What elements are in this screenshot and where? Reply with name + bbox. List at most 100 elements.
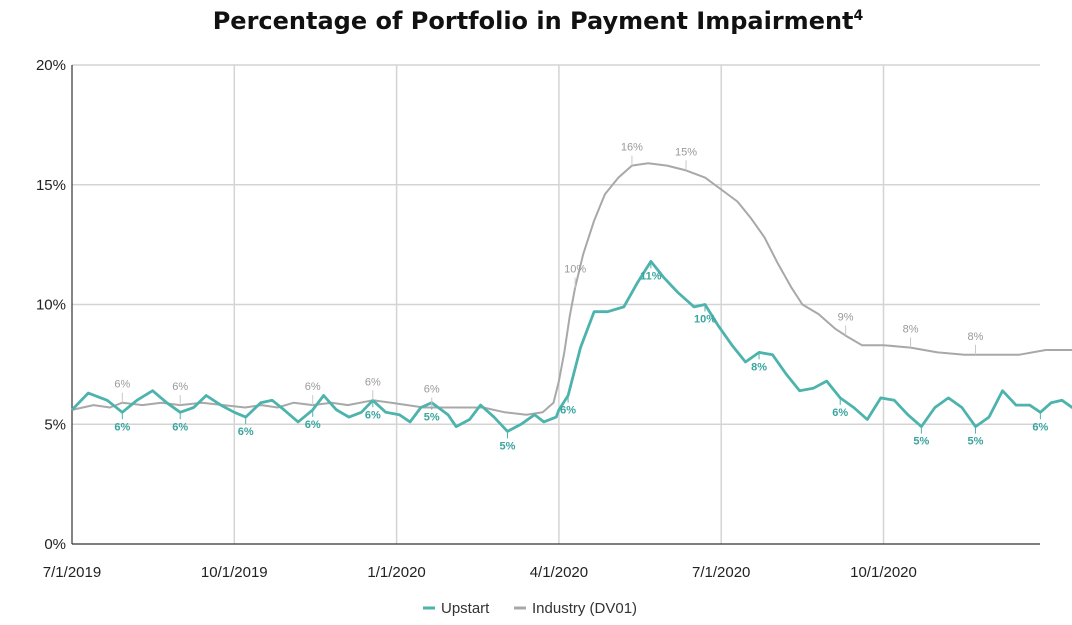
data-label-upstart: 6% <box>172 421 188 433</box>
data-point-upstart <box>298 421 299 422</box>
y-tick-label: 20% <box>36 57 66 74</box>
data-point-upstart <box>677 292 678 293</box>
data-point-upstart <box>166 402 167 403</box>
data-point-industry-dv01 <box>937 352 938 353</box>
data-point-upstart <box>234 412 235 413</box>
y-tick-label: 10% <box>36 297 66 314</box>
data-point-upstart <box>336 409 337 410</box>
data-label-upstart: 6% <box>114 421 130 433</box>
data-point-upstart <box>456 426 457 427</box>
data-label-upstart: 10% <box>694 314 716 326</box>
data-label-upstart: 6% <box>832 407 848 419</box>
data-point-upstart <box>637 282 638 283</box>
data-point-industry-dv01 <box>618 177 619 178</box>
data-point-industry-dv01 <box>564 352 565 353</box>
x-tick-label: 10/1/2020 <box>850 564 917 581</box>
data-label-industry-dv01: 6% <box>305 381 321 393</box>
data-label-industry-dv01: 6% <box>424 383 440 395</box>
data-point-upstart <box>272 400 273 401</box>
data-point-industry-dv01 <box>883 345 884 346</box>
data-point-upstart <box>480 404 481 405</box>
data-label-upstart: 8% <box>751 361 767 373</box>
data-point-industry-dv01 <box>542 412 543 413</box>
y-tick-label: 15% <box>36 177 66 194</box>
data-point-industry-dv01 <box>261 404 262 405</box>
data-point-upstart <box>593 311 594 312</box>
data-point-industry-dv01 <box>583 254 584 255</box>
data-point-upstart <box>813 388 814 389</box>
data-point-upstart <box>107 400 108 401</box>
axis-layer: 0% 5% 10% 15% 20% 7/1/2019 10/1/2019 1/1/2020 4/… <box>36 57 1040 581</box>
data-point-industry-dv01 <box>750 218 751 219</box>
data-point-upstart <box>961 407 962 408</box>
data-label-industry-dv01: 10% <box>564 264 586 276</box>
data-point-industry-dv01 <box>777 263 778 264</box>
data-point-upstart <box>1061 400 1062 401</box>
data-point-upstart <box>607 311 608 312</box>
data-point-upstart <box>718 325 719 326</box>
data-label-upstart: 5% <box>913 436 929 448</box>
data-point-upstart <box>283 409 284 410</box>
x-tick-label: 7/1/2020 <box>692 564 750 581</box>
x-tick-label: 10/1/2019 <box>201 564 268 581</box>
data-point-upstart <box>385 412 386 413</box>
data-point-upstart <box>420 407 421 408</box>
data-point-upstart <box>694 306 695 307</box>
x-tick-label: 7/1/2019 <box>43 564 101 581</box>
data-point-upstart <box>348 416 349 417</box>
data-point-industry-dv01 <box>504 412 505 413</box>
data-point-upstart <box>543 421 544 422</box>
data-label-industry-dv01: 8% <box>903 324 919 336</box>
data-point-industry-dv01 <box>161 402 162 403</box>
data-point-upstart <box>220 404 221 405</box>
data-point-upstart <box>410 421 411 422</box>
data-point-upstart <box>88 393 89 394</box>
data-point-industry-dv01 <box>526 414 527 415</box>
data-point-industry-dv01 <box>109 407 110 408</box>
data-point-industry-dv01 <box>667 165 668 166</box>
data-label-upstart: 11% <box>640 270 662 282</box>
data-point-upstart <box>152 390 153 391</box>
y-tick-label: 0% <box>44 536 66 553</box>
data-point-upstart <box>520 424 521 425</box>
legend: Upstart Industry (DV01) <box>423 600 637 617</box>
data-point-upstart <box>853 407 854 408</box>
data-point-upstart <box>867 419 868 420</box>
data-point-upstart <box>71 409 72 410</box>
data-point-upstart <box>664 278 665 279</box>
data-point-industry-dv01 <box>201 402 202 403</box>
data-label-industry-dv01: 6% <box>172 381 188 393</box>
data-point-upstart <box>361 412 362 413</box>
data-point-industry-dv01 <box>558 381 559 382</box>
data-point-industry-dv01 <box>407 404 408 405</box>
chart-title: Percentage of Portfolio in Payment Impai… <box>213 7 864 35</box>
data-point-upstart <box>988 416 989 417</box>
data-point-industry-dv01 <box>569 316 570 317</box>
chart-title-text: Percentage of Portfolio in Payment Impai… <box>213 7 854 35</box>
x-tick-label: 4/1/2020 <box>530 564 588 581</box>
data-point-industry-dv01 <box>861 345 862 346</box>
data-point-upstart <box>772 354 773 355</box>
data-label-upstart: 5% <box>500 440 516 452</box>
data-point-upstart <box>1015 404 1016 405</box>
data-label-upstart: 6% <box>305 419 321 431</box>
data-point-industry-dv01 <box>991 354 992 355</box>
data-label-upstart: 6% <box>238 426 254 438</box>
data-point-upstart <box>623 306 624 307</box>
data-point-upstart <box>894 400 895 401</box>
data-point-upstart <box>493 416 494 417</box>
data-point-industry-dv01 <box>834 328 835 329</box>
data-point-upstart <box>193 407 194 408</box>
data-point-industry-dv01 <box>802 304 803 305</box>
data-point-upstart <box>556 416 557 417</box>
data-point-upstart <box>447 414 448 415</box>
data-point-industry-dv01 <box>737 201 738 202</box>
data-label-industry-dv01: 9% <box>838 312 854 324</box>
data-label-upstart: 6% <box>1032 421 1048 433</box>
data-point-industry-dv01 <box>604 194 605 195</box>
legend-label-upstart: Upstart <box>441 600 490 617</box>
data-point-industry-dv01 <box>704 177 705 178</box>
data-point-upstart <box>1029 404 1030 405</box>
data-point-industry-dv01 <box>764 237 765 238</box>
